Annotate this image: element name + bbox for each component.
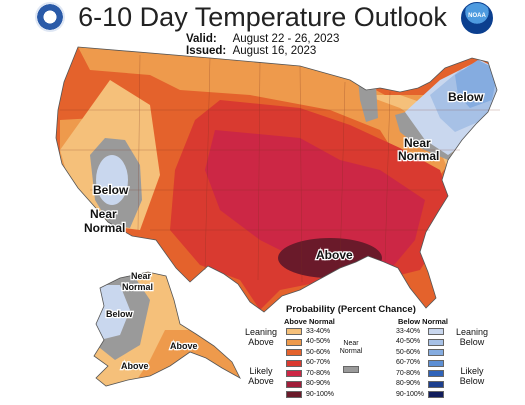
legend-leaning-above: Leaning Above bbox=[241, 327, 281, 347]
label-west-below: Below bbox=[93, 183, 129, 197]
likely-above-line1: Likely bbox=[249, 366, 273, 376]
legend-above-range: 50-60% bbox=[306, 348, 331, 356]
legend-above-range: 80-90% bbox=[306, 380, 331, 387]
legend-above-swatch bbox=[286, 380, 302, 388]
legend-above-swatch bbox=[286, 370, 302, 377]
valid-dates: August 22 - 26, 2023 bbox=[232, 33, 340, 45]
legend-above-header: Above Normal bbox=[284, 317, 335, 326]
leaning-below-line1: Leaning bbox=[455, 327, 489, 337]
label-ak-near-1: Near bbox=[131, 271, 152, 281]
issued-line: Issued: August 16, 2023 bbox=[186, 45, 316, 57]
legend-below-range: 40-50% bbox=[396, 338, 421, 345]
valid-label: Valid: bbox=[186, 33, 217, 45]
legend-above-range: 40-50% bbox=[306, 338, 331, 345]
legend-title: Probability (Percent Chance) bbox=[286, 304, 416, 315]
legend-likely-above: Likely Above bbox=[241, 366, 281, 386]
legend-below-range: 60-70% bbox=[396, 359, 421, 366]
label-south-above: Above bbox=[316, 248, 353, 262]
legend-near-normal: Near Normal bbox=[334, 340, 368, 356]
label-ak-below: Below bbox=[106, 309, 134, 319]
northeast-below-50 bbox=[455, 60, 497, 108]
legend-below-swatch bbox=[428, 338, 444, 346]
legend-below-swatch bbox=[428, 359, 444, 367]
legend-above-range: 33-40% bbox=[306, 327, 331, 335]
legend-below-swatch bbox=[428, 370, 444, 377]
issued-label: Issued: bbox=[186, 45, 227, 57]
west-below-33 bbox=[96, 155, 128, 205]
label-west-near-2: Normal bbox=[84, 221, 125, 235]
us-outline bbox=[55, 46, 498, 313]
label-west-near-1: Near bbox=[90, 207, 117, 221]
likely-below-line2: Below bbox=[459, 376, 485, 386]
legend-above-range: 90-100% bbox=[306, 390, 335, 398]
doc-seal-icon bbox=[35, 2, 65, 32]
legend-below-range: 90-100% bbox=[396, 390, 425, 398]
label-ak-above-2: Above bbox=[121, 361, 149, 371]
legend-above-swatch bbox=[286, 338, 302, 346]
label-east-near-1: Near bbox=[404, 136, 431, 150]
legend-above-swatch bbox=[286, 328, 302, 335]
legend-below-range: 50-60% bbox=[396, 348, 421, 356]
legend-above-swatch bbox=[286, 391, 302, 398]
legend-above-swatch bbox=[286, 359, 302, 367]
legend-above-swatch bbox=[286, 349, 302, 356]
legend-above-range: 60-70% bbox=[306, 359, 331, 366]
state-borders bbox=[60, 54, 500, 283]
noaa-logo-text: NOAA bbox=[468, 13, 486, 19]
likely-above-line2: Above bbox=[248, 376, 274, 386]
legend-below-swatch bbox=[428, 391, 444, 398]
legend-below-range: 80-90% bbox=[396, 380, 421, 387]
legend-likely-below: Likely Below bbox=[452, 366, 492, 386]
leaning-above-line2: Above bbox=[248, 337, 274, 347]
legend-below-range: 70-80% bbox=[396, 369, 421, 377]
legend-leaning-below: Leaning Below bbox=[452, 327, 492, 347]
contiguous-us bbox=[56, 47, 497, 312]
legend-below-swatch bbox=[428, 380, 444, 388]
valid-line: Valid: August 22 - 26, 2023 bbox=[186, 33, 339, 45]
legend-below-swatch bbox=[428, 349, 444, 356]
issued-date: August 16, 2023 bbox=[232, 45, 317, 57]
likely-below-line1: Likely bbox=[460, 366, 484, 376]
legend-near-swatch bbox=[343, 366, 359, 373]
central-above-70 bbox=[205, 130, 425, 270]
label-east-near-2: Normal bbox=[398, 149, 439, 163]
label-ak-near-2: Normal bbox=[122, 282, 153, 292]
legend-above-range: 70-80% bbox=[306, 369, 331, 377]
noaa-logo-icon: NOAA bbox=[461, 2, 493, 34]
legend-below-range: 33-40% bbox=[396, 327, 421, 335]
probability-legend: Probability (Percent Chance) Above Norma… bbox=[238, 300, 498, 400]
leaning-above-line1: Leaning bbox=[244, 327, 278, 337]
north-zone-above-40 bbox=[78, 47, 497, 190]
great-lakes-near-normal bbox=[358, 80, 378, 122]
near-normal-line2: Normal bbox=[339, 348, 363, 355]
legend-below-swatch bbox=[428, 328, 444, 335]
page-title: 6-10 Day Temperature Outlook bbox=[78, 2, 447, 32]
leaning-below-line2: Below bbox=[459, 337, 485, 347]
alaska-outline bbox=[93, 271, 241, 387]
label-ak-above-1: Above bbox=[170, 341, 198, 351]
legend-below-header: Below Normal bbox=[398, 317, 449, 326]
label-northeast-below: Below bbox=[448, 90, 484, 104]
near-normal-line1: Near bbox=[343, 340, 359, 347]
